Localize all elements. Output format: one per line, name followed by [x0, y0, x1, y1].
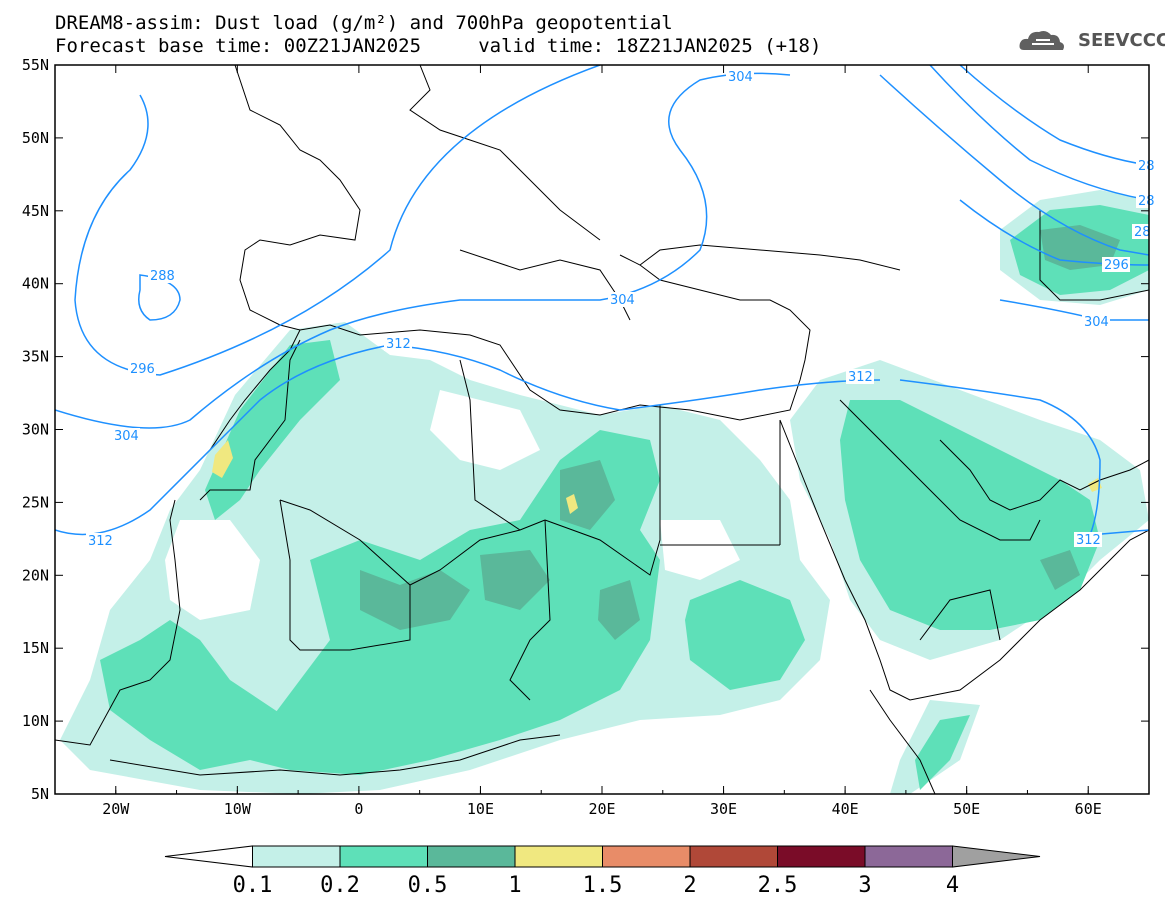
colorbar-swatch	[427, 845, 516, 868]
lon-tick-label: 50E	[953, 800, 980, 818]
colorbar-swatch	[952, 845, 1041, 868]
lat-tick-label: 15N	[22, 639, 49, 657]
colorbar-label: 0.5	[408, 873, 448, 898]
lat-tick-label: 5N	[31, 785, 49, 803]
svg-text:304: 304	[114, 429, 139, 444]
svg-text:28: 28	[1134, 225, 1151, 240]
colorbar-label: 0.2	[320, 873, 360, 898]
svg-text:304: 304	[728, 70, 753, 85]
svg-text:312: 312	[88, 534, 113, 549]
svg-text:28: 28	[1138, 159, 1155, 174]
lon-tick-label: 0	[354, 800, 363, 818]
colorbar-label: 1	[508, 873, 521, 898]
svg-text:28: 28	[1138, 194, 1155, 209]
dust-shading	[60, 190, 1149, 794]
lon-tick-label: 30E	[710, 800, 737, 818]
colorbar: 0.1 0.2 0.5 1 1.5 2 2.5 3 4	[164, 845, 1041, 898]
colorbar-swatch	[514, 845, 603, 868]
svg-text:288: 288	[150, 269, 175, 284]
lat-tick-label: 35N	[22, 348, 49, 366]
lat-tick-label: 45N	[22, 202, 49, 220]
cloud-icon	[1019, 31, 1064, 50]
contour-labels: 304 288 296 304 312 304 312 312 312 304 …	[86, 69, 1155, 549]
lat-tick-label: 25N	[22, 493, 49, 511]
geopotential-contours	[55, 65, 1149, 536]
lon-tick-label: 20E	[588, 800, 615, 818]
lon-tick-label: 10W	[224, 800, 252, 818]
colorbar-label: 3	[858, 873, 871, 898]
lat-tick-label: 20N	[22, 566, 49, 584]
coastlines	[55, 65, 1149, 794]
colorbar-swatch	[864, 845, 953, 868]
svg-text:304: 304	[1084, 315, 1109, 330]
colorbar-label: 0.1	[233, 873, 273, 898]
svg-text:304: 304	[610, 293, 635, 308]
colorbar-swatch	[164, 845, 253, 868]
lon-tick-label: 20W	[102, 800, 130, 818]
lat-tick-label: 55N	[22, 56, 49, 74]
forecast-time-subtitle: Forecast base time: 00Z21JAN2025 valid t…	[55, 35, 822, 57]
lon-tick-label: 60E	[1075, 800, 1102, 818]
colorbar-swatch	[689, 845, 778, 868]
logo-text: SEEVCCC	[1078, 30, 1165, 51]
lat-tick-label: 10N	[22, 712, 49, 730]
colorbar-label: 2	[683, 873, 696, 898]
svg-text:296: 296	[130, 362, 155, 377]
svg-text:312: 312	[1076, 533, 1101, 548]
map-title: DREAM8-assim: Dust load (g/m²) and 700hP…	[55, 12, 673, 34]
colorbar-swatch	[339, 845, 428, 868]
lat-tick-label: 30N	[22, 421, 49, 439]
colorbar-swatch	[602, 845, 691, 868]
lat-tick-label: 40N	[22, 275, 49, 293]
svg-text:312: 312	[386, 337, 411, 352]
colorbar-label: 2.5	[758, 873, 798, 898]
svg-text:296: 296	[1104, 258, 1129, 273]
map-axes: 20W 10W 0 10E 20E 30E 40E 50E 60E 55N 50N 45N 40N 35N…	[22, 56, 1150, 818]
colorbar-label: 4	[946, 873, 959, 898]
colorbar-label: 1.5	[583, 873, 623, 898]
lat-tick-label: 50N	[22, 129, 49, 147]
colorbar-swatch	[252, 845, 341, 868]
svg-text:312: 312	[848, 370, 873, 385]
lon-tick-label: 10E	[467, 800, 494, 818]
lon-tick-label: 40E	[832, 800, 859, 818]
colorbar-swatch	[777, 845, 866, 868]
